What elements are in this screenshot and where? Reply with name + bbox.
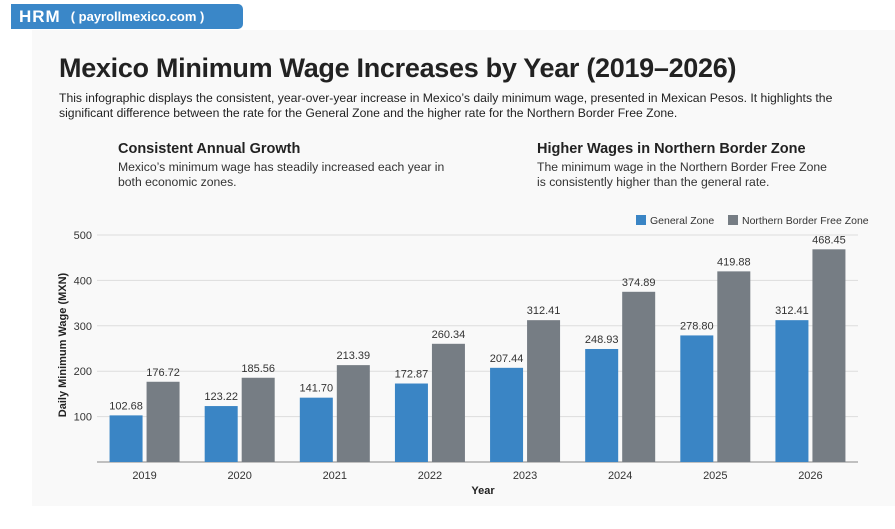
- bar-value-label: 102.68: [109, 400, 143, 412]
- x-tick-label: 2021: [323, 470, 347, 482]
- legend-swatch: [728, 215, 738, 225]
- bar-value-label: 176.72: [146, 367, 180, 379]
- brand-url[interactable]: ( payrollmexico.com ): [70, 9, 205, 24]
- bar-value-label: 123.22: [204, 391, 238, 403]
- y-tick-label: 300: [74, 321, 92, 333]
- bar-northern-border-zone[interactable]: [812, 249, 846, 462]
- bar-general-zone[interactable]: [585, 348, 619, 462]
- bar-general-zone[interactable]: [109, 415, 143, 462]
- bar-northern-border-zone[interactable]: [336, 365, 370, 462]
- bar-value-label: 374.89: [622, 277, 656, 289]
- bar-value-label: 248.93: [585, 334, 619, 346]
- x-tick-label: 2023: [513, 470, 537, 482]
- y-axis-label: Daily Minimum Wage (MXN): [57, 272, 69, 417]
- x-tick-label: 2019: [132, 470, 156, 482]
- bar-northern-border-zone[interactable]: [527, 320, 561, 462]
- bar-northern-border-zone[interactable]: [622, 291, 656, 462]
- bar-general-zone[interactable]: [204, 406, 238, 462]
- page-title: Mexico Minimum Wage Increases by Year (2…: [59, 53, 737, 83]
- legend-label: General Zone: [650, 215, 714, 227]
- brand-logo: HRM: [19, 6, 61, 26]
- bar-value-label: 172.87: [395, 369, 429, 381]
- bar-general-zone[interactable]: [394, 383, 428, 462]
- highlight-heading-growth: Consistent Annual Growth: [118, 141, 301, 157]
- bar-general-zone[interactable]: [299, 397, 333, 462]
- x-tick-label: 2024: [608, 470, 632, 482]
- bar-northern-border-zone[interactable]: [146, 381, 180, 462]
- bar-value-label: 260.34: [432, 329, 466, 341]
- bar-value-label: 278.80: [680, 320, 714, 332]
- bar-general-zone[interactable]: [680, 335, 714, 462]
- y-tick-label: 400: [74, 275, 92, 287]
- highlight-text-growth: Mexico’s minimum wage has steadily incre…: [118, 160, 445, 189]
- highlight-heading-northern: Higher Wages in Northern Border Zone: [537, 141, 806, 157]
- y-tick-label: 100: [74, 412, 92, 424]
- bar-general-zone[interactable]: [490, 367, 524, 462]
- bar-northern-border-zone[interactable]: [431, 343, 465, 462]
- bar-value-label: 419.88: [717, 256, 751, 268]
- x-axis-label: Year: [471, 485, 495, 497]
- x-tick-label: 2022: [418, 470, 442, 482]
- x-tick-label: 2025: [703, 470, 727, 482]
- legend-label: Northern Border Free Zone: [742, 215, 869, 227]
- bar-value-label: 213.39: [336, 350, 370, 362]
- bar-value-label: 312.41: [527, 305, 561, 317]
- bar-northern-border-zone[interactable]: [717, 271, 751, 462]
- highlight-text-northern: The minimum wage in the Northern Border …: [537, 160, 827, 189]
- bar-value-label: 468.45: [812, 234, 846, 246]
- y-tick-label: 200: [74, 366, 92, 378]
- bar-value-label: 312.41: [775, 305, 809, 317]
- page-description: This infographic displays the consistent…: [59, 91, 833, 120]
- bar-general-zone[interactable]: [775, 320, 809, 462]
- bar-value-label: 207.44: [490, 353, 524, 365]
- y-tick-label: 500: [74, 230, 92, 242]
- bar-value-label: 185.56: [241, 363, 275, 375]
- legend-swatch: [636, 215, 646, 225]
- bar-northern-border-zone[interactable]: [241, 377, 275, 462]
- x-tick-label: 2020: [227, 470, 251, 482]
- brand-banner[interactable]: HRM ( payrollmexico.com ): [11, 0, 243, 29]
- bar-value-label: 141.70: [299, 383, 333, 395]
- x-tick-label: 2026: [798, 470, 822, 482]
- brand-logo-dot-icon: [45, 0, 49, 4]
